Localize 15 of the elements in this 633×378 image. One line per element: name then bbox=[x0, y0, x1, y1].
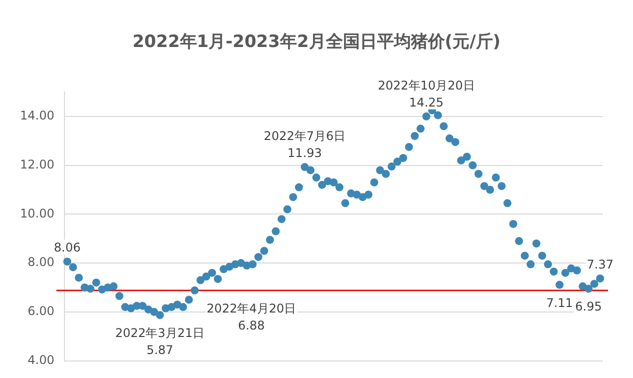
data-label: 7.37 bbox=[586, 257, 614, 272]
data-label: 2022年10月20日 14.25 bbox=[378, 78, 475, 110]
y-tick-label: 14.00 bbox=[20, 108, 54, 123]
data-label: 6.95 bbox=[575, 300, 602, 314]
chart-title: 2022年1月-2023年2月全国日平均猪价(元/斤) bbox=[131, 31, 502, 52]
data-label: 2022年7月6日 11.93 bbox=[264, 129, 346, 160]
data-label: 7.11 bbox=[546, 296, 573, 310]
y-tick-label: 6.00 bbox=[28, 304, 54, 318]
data-label: 2022年4月20日 6.88 bbox=[206, 301, 296, 332]
y-tick-label: 12.00 bbox=[20, 157, 54, 172]
data-label: 2022年3月21日 5.87 bbox=[115, 326, 205, 358]
y-tick-label: 4.00 bbox=[28, 352, 54, 367]
y-tick-label: 8.00 bbox=[28, 255, 54, 270]
data-label: 8.06 bbox=[54, 240, 81, 255]
y-tick-label: 10.00 bbox=[20, 206, 54, 220]
